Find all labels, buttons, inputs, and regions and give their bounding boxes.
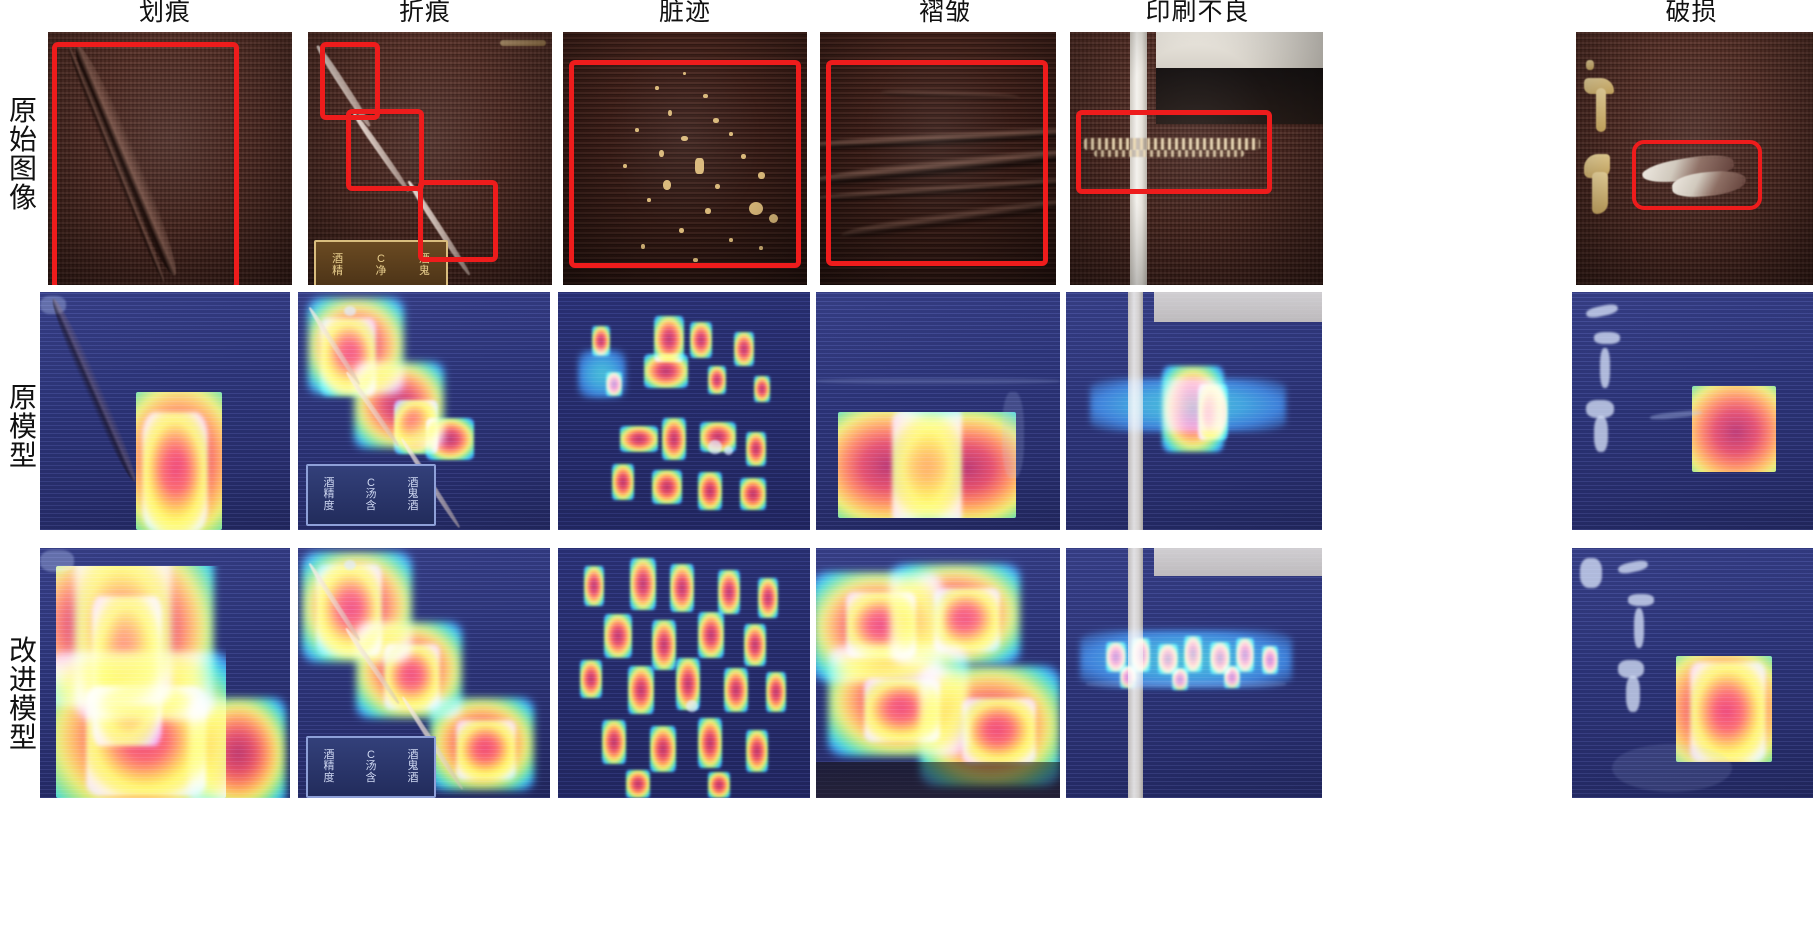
cell-improved-model-stain <box>558 548 810 798</box>
column-header-breakage: 破损 <box>1665 0 1718 26</box>
row-label-improved-model: 改 进 模 型 <box>2 600 44 790</box>
label-char: 汤 <box>365 488 377 501</box>
column-header-stain: 脏迹 <box>658 0 711 26</box>
label-char: 鬼 <box>407 760 419 773</box>
annotation-box <box>52 42 239 285</box>
label-char: 鬼 <box>418 265 430 277</box>
label-char: 汤 <box>365 760 377 773</box>
row-label-char: 型 <box>8 441 37 473</box>
row-label-char: 原 <box>8 95 37 127</box>
row-label-char: 图 <box>8 154 37 185</box>
label-char: 酒 <box>407 748 419 761</box>
cell-original-image-misprint <box>1070 32 1323 285</box>
label-char: 酒 <box>407 499 419 512</box>
annotation-box <box>569 60 801 268</box>
row-label-char: 始 <box>8 124 37 156</box>
label-char: 精 <box>332 265 344 277</box>
annotation-box <box>1632 140 1762 210</box>
column-header-crease: 折痕 <box>398 0 451 26</box>
label-char: 净 <box>375 265 387 277</box>
label-char: 酒 <box>407 771 419 784</box>
column-header-row: 划痕 折痕 脏迹 褶皱 印刷不良 破损 <box>0 0 1813 26</box>
label-char: 度 <box>323 499 335 512</box>
label-char: 精 <box>323 760 335 773</box>
label-char: 酒 <box>407 476 419 489</box>
label-char: 酒 <box>323 476 335 489</box>
cell-original-image-breakage <box>1576 32 1813 285</box>
annotation-box <box>1076 110 1272 194</box>
row-label-char: 型 <box>8 723 37 755</box>
row-label-char: 原 <box>8 382 37 414</box>
label-char: C <box>367 476 375 489</box>
row-label-char: 模 <box>8 411 37 443</box>
cell-original-model-breakage <box>1572 292 1813 530</box>
cell-original-model-wrinkle <box>816 292 1060 530</box>
cell-improved-model-wrinkle <box>816 548 1060 798</box>
label-char: 含 <box>365 499 377 512</box>
column-header-scratch: 划痕 <box>138 0 191 26</box>
row-label-char: 模 <box>8 694 37 725</box>
cell-original-image-wrinkle <box>820 32 1056 285</box>
annotation-box <box>826 60 1048 266</box>
cell-improved-model-scratch <box>40 548 290 798</box>
column-header-wrinkle: 褶皱 <box>918 0 971 26</box>
label-char: 度 <box>323 771 335 784</box>
row-label-original-model: 原 模 型 <box>2 355 44 500</box>
cell-improved-model-breakage <box>1572 548 1813 798</box>
label-char: C <box>377 253 385 266</box>
label-char: 酒 <box>332 253 344 266</box>
row-label-char: 改 <box>8 635 37 667</box>
row-label-char: 进 <box>8 664 37 696</box>
label-char: 鬼 <box>407 488 419 501</box>
cell-original-image-scratch <box>48 32 292 285</box>
cell-improved-model-misprint <box>1066 548 1322 798</box>
annotation-box <box>346 109 424 191</box>
row-label-char: 像 <box>8 183 37 215</box>
annotation-box <box>418 180 498 262</box>
cell-original-image-stain <box>563 32 807 285</box>
cell-original-model-scratch <box>40 292 290 530</box>
label-char: 酒 <box>323 748 335 761</box>
label-char: 含 <box>365 771 377 784</box>
column-header-misprint: 印刷不良 <box>1145 0 1250 26</box>
row-label-original-image: 原 始 图 像 <box>2 60 44 250</box>
label-char: C <box>367 748 375 761</box>
cell-original-model-stain <box>558 292 810 530</box>
label-char: 精 <box>323 488 335 501</box>
cell-original-model-misprint <box>1066 292 1322 530</box>
